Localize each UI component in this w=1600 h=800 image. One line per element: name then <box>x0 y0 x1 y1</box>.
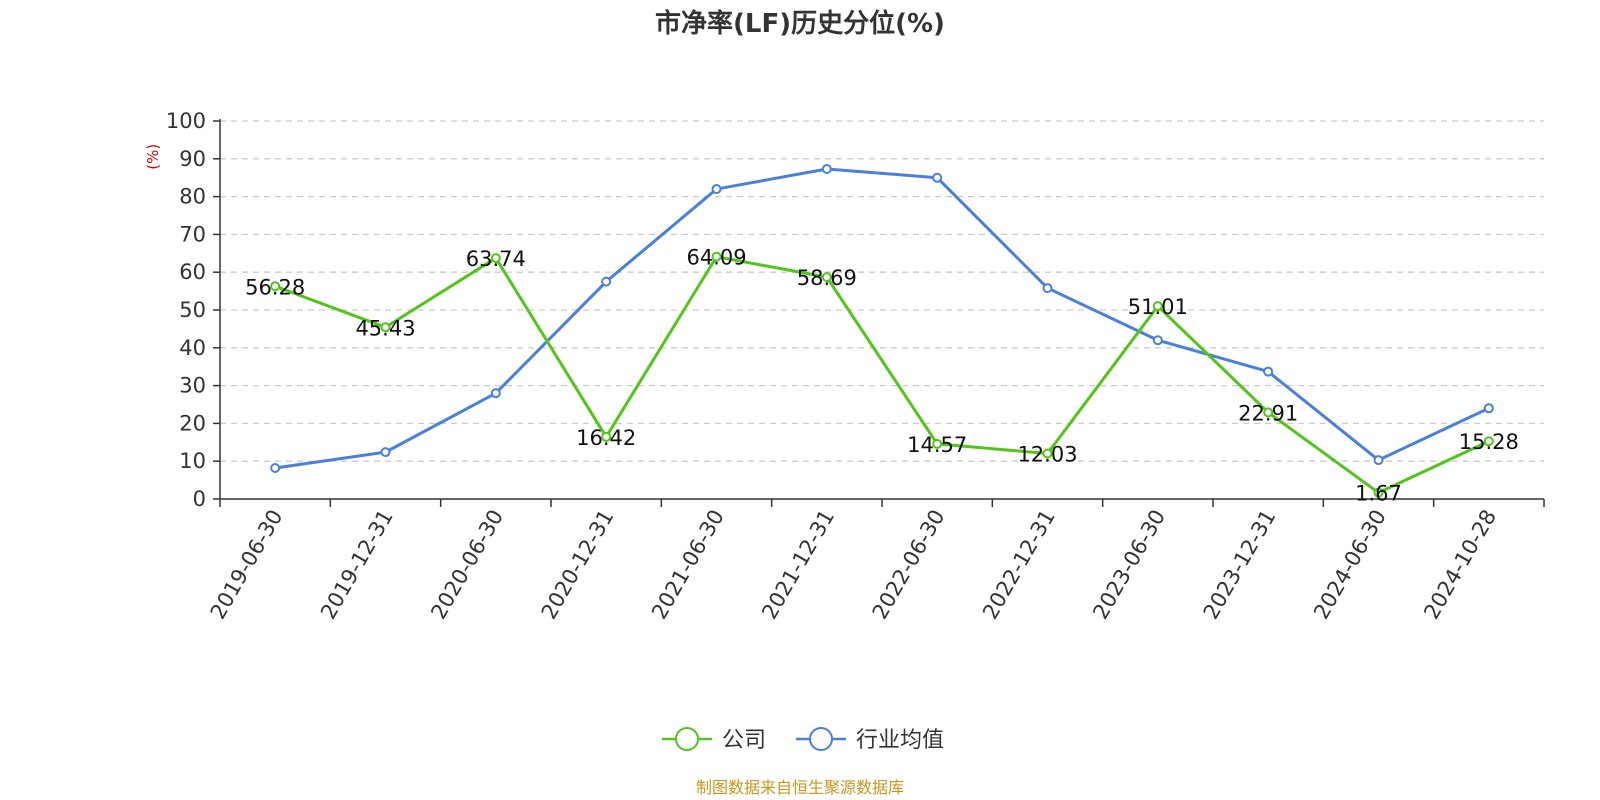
y-tick-label: 50 <box>179 298 206 322</box>
data-point[interactable] <box>380 322 391 333</box>
x-tick-label: 2022-06-30 <box>868 506 950 624</box>
series-line-company <box>274 255 1490 495</box>
x-tick-label: 2020-12-31 <box>537 506 619 624</box>
y-tick-label: 40 <box>179 336 206 360</box>
data-point[interactable] <box>932 172 943 183</box>
data-point[interactable] <box>932 438 943 449</box>
data-point[interactable] <box>821 272 832 283</box>
data-label: 56.28 <box>245 275 305 299</box>
x-tick-label: 2021-12-31 <box>757 506 839 624</box>
data-point[interactable] <box>1263 407 1274 418</box>
legend[interactable]: 公司 行业均值 <box>662 727 944 753</box>
legend-marker <box>675 727 699 751</box>
y-tick-label: 80 <box>179 185 206 209</box>
series-layer <box>270 164 1494 498</box>
data-label: 15.28 <box>1459 430 1519 454</box>
series-line-industry-average <box>274 167 1490 470</box>
x-tick-label: 2021-06-30 <box>647 506 729 624</box>
data-point[interactable] <box>601 276 612 287</box>
y-tick-label: 100 <box>166 109 206 133</box>
data-label: 51.01 <box>1128 295 1188 319</box>
data-point[interactable] <box>1373 455 1384 466</box>
x-tick-label: 2020-06-30 <box>426 506 508 624</box>
x-tick-label: 2024-06-30 <box>1309 506 1391 624</box>
data-label: 45.43 <box>355 316 415 340</box>
data-point[interactable] <box>1373 487 1384 498</box>
legend-item-industry-average[interactable]: 行业均值 <box>796 727 944 753</box>
chart-title: 市净率(LF)历史分位(%) <box>655 8 945 39</box>
x-tick-label: 2023-06-30 <box>1088 506 1170 624</box>
x-tick-label: 2022-12-31 <box>978 506 1060 624</box>
data-point[interactable] <box>1152 301 1163 312</box>
data-point[interactable] <box>1152 335 1163 346</box>
data-label: 22.91 <box>1238 401 1298 425</box>
y-tick-label: 60 <box>179 260 206 284</box>
y-axis-unit-label: (%) <box>144 144 162 170</box>
data-label: 58.69 <box>797 266 857 290</box>
x-tick-label: 2024-10-28 <box>1419 506 1501 624</box>
data-label: 16.42 <box>576 426 636 450</box>
data-point[interactable] <box>270 463 281 474</box>
y-tick-label: 0 <box>193 487 206 511</box>
legend-label: 行业均值 <box>856 728 944 753</box>
y-tick-label: 10 <box>179 449 206 473</box>
data-label: 12.03 <box>1017 443 1077 467</box>
data-point[interactable] <box>821 164 832 175</box>
data-point[interactable] <box>711 251 722 262</box>
data-point[interactable] <box>1042 448 1053 459</box>
data-point[interactable] <box>1263 366 1274 377</box>
x-tick-label: 2019-12-31 <box>316 506 398 624</box>
data-point[interactable] <box>1042 283 1053 294</box>
data-point[interactable] <box>711 184 722 195</box>
y-tick-label: 70 <box>179 222 206 246</box>
x-tick-label: 2019-06-30 <box>206 506 288 624</box>
legend-item-company[interactable]: 公司 <box>662 727 766 753</box>
data-point[interactable] <box>1483 436 1494 447</box>
data-point[interactable] <box>1483 403 1494 414</box>
y-tick-label: 30 <box>179 374 206 398</box>
data-point[interactable] <box>270 281 281 292</box>
legend-marker <box>809 727 833 751</box>
data-point[interactable] <box>601 431 612 442</box>
legend-label: 公司 <box>722 728 766 753</box>
data-point[interactable] <box>490 253 501 264</box>
data-source-note: 制图数据来自恒生聚源数据库 <box>696 778 904 797</box>
data-label: 63.74 <box>466 247 526 271</box>
x-tick-label: 2023-12-31 <box>1199 506 1281 624</box>
data-label: 1.67 <box>1355 482 1402 506</box>
data-point[interactable] <box>380 447 391 458</box>
y-tick-label: 20 <box>179 411 206 435</box>
axes: 0 10 20 30 40 50 60 70 80 90 100 2019-06-30 2019-12-… <box>166 109 1545 624</box>
data-labels: 56.28 45.43 63.74 16.42 64.09 58.69 14.57 12.03… <box>245 246 1519 506</box>
data-label: 64.09 <box>686 246 746 270</box>
data-label: 14.57 <box>907 433 967 457</box>
data-point[interactable] <box>490 388 501 399</box>
y-tick-label: 90 <box>179 147 206 171</box>
